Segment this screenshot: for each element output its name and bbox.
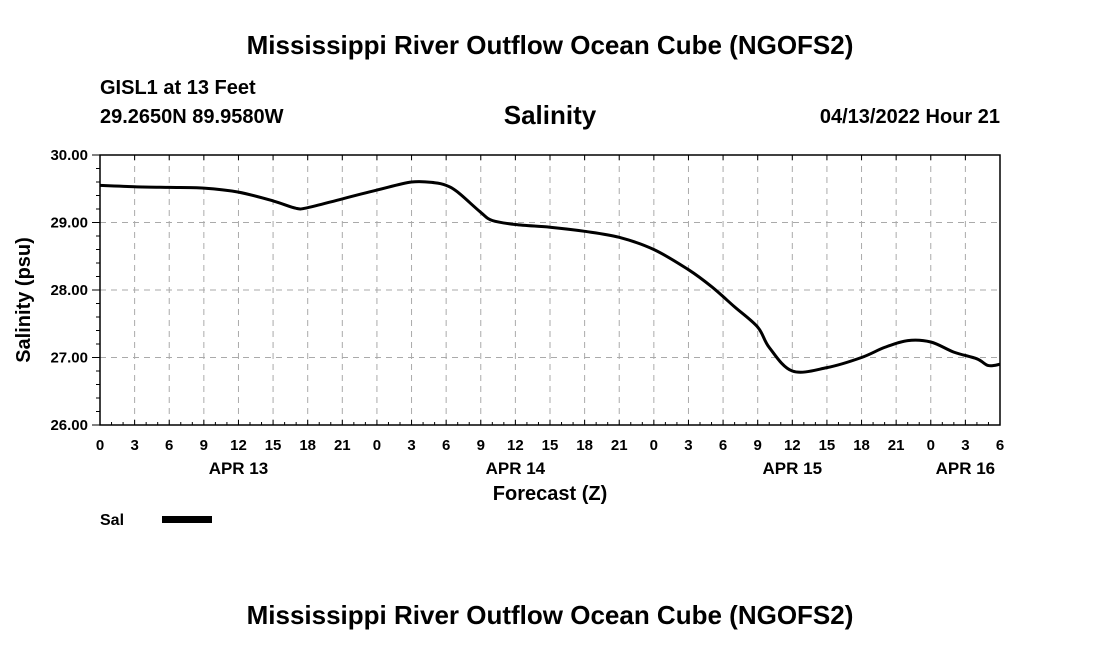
day-label: APR 14 (486, 459, 546, 478)
x-tick-label: 6 (996, 437, 1004, 454)
x-tick-label: 3 (684, 437, 692, 454)
x-tick-label: 12 (784, 437, 801, 454)
station-name: GISL1 at 13 Feet (100, 77, 256, 99)
x-tick-label: 18 (576, 437, 593, 454)
parameter-title: Salinity (503, 100, 597, 130)
x-tick-label: 6 (165, 437, 173, 454)
x-tick-label: 3 (961, 437, 969, 454)
x-tick-label: 18 (853, 437, 870, 454)
y-tick-label: 28.00 (50, 282, 88, 299)
day-label: APR 13 (209, 459, 269, 478)
x-tick-label: 9 (754, 437, 762, 454)
grid-lines (100, 155, 1000, 425)
legend-label: Sal (100, 512, 124, 529)
day-label: APR 16 (936, 459, 996, 478)
x-tick-label: 0 (927, 437, 935, 454)
x-tick-label: 18 (299, 437, 316, 454)
x-tick-label: 21 (611, 437, 628, 454)
axis-ticks: 0 3 6 9 12 15 18 21 0 3 6 9 12 15 18 21 0 3 6 9 12 15 18 21 0 3 6 2… (50, 147, 1004, 478)
footer-title: Mississippi River Outflow Ocean Cube (NG… (246, 600, 854, 630)
x-tick-label: 6 (442, 437, 450, 454)
y-tick-label: 30.00 (50, 147, 88, 164)
y-tick-label: 27.00 (50, 350, 88, 367)
x-tick-label: 9 (200, 437, 208, 454)
x-tick-label: 15 (265, 437, 282, 454)
x-tick-label: 3 (407, 437, 415, 454)
legend-swatch (162, 516, 212, 523)
x-tick-label: 21 (334, 437, 351, 454)
x-tick-label: 0 (373, 437, 381, 454)
x-tick-label: 9 (477, 437, 485, 454)
series-line-sal (99, 180, 1001, 374)
x-axis-label: Forecast (Z) (493, 483, 607, 505)
y-axis-label: Salinity (psu) (13, 237, 35, 363)
x-tick-label: 0 (650, 437, 658, 454)
day-label: APR 15 (763, 459, 823, 478)
x-tick-label: 6 (719, 437, 727, 454)
x-tick-label: 3 (130, 437, 138, 454)
x-tick-label: 15 (819, 437, 836, 454)
y-tick-label: 29.00 (50, 215, 88, 232)
x-tick-label: 15 (542, 437, 559, 454)
chart-title: Mississippi River Outflow Ocean Cube (NG… (246, 30, 854, 60)
x-tick-label: 21 (888, 437, 905, 454)
forecast-datetime: 04/13/2022 Hour 21 (819, 106, 1000, 128)
x-tick-label: 12 (230, 437, 247, 454)
y-tick-label: 26.00 (50, 417, 88, 434)
x-tick-label: 0 (96, 437, 104, 454)
x-tick-label: 12 (507, 437, 524, 454)
station-coords: 29.2650N 89.9580W (100, 106, 284, 128)
